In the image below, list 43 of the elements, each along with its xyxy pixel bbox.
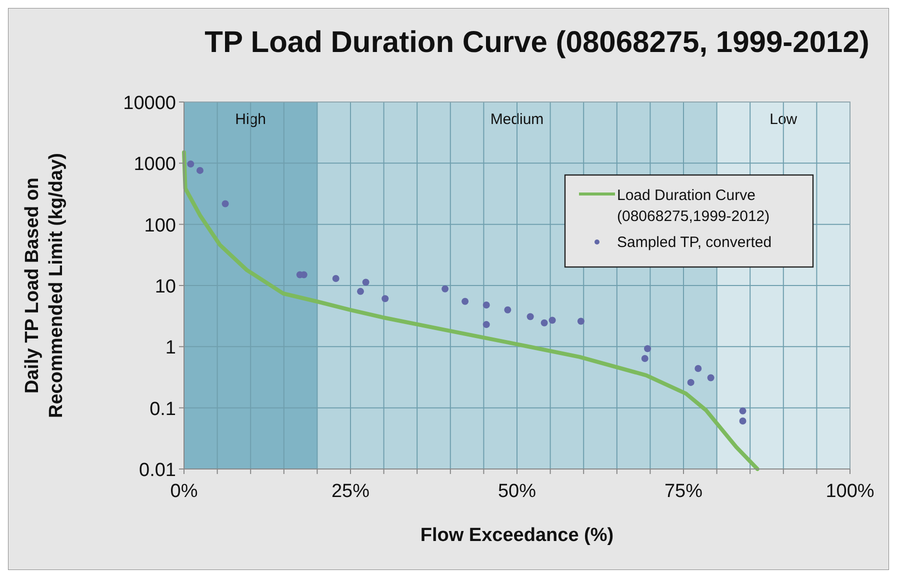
x-axis-title: Flow Exceedance (%) [420, 525, 614, 546]
x-tick-label: 50% [498, 481, 536, 502]
point [482, 301, 490, 308]
y-tick-label: 10 [154, 276, 176, 298]
point [526, 313, 534, 320]
point [222, 200, 229, 208]
point [694, 364, 702, 372]
y-tick-label: 1 [165, 338, 176, 359]
point [577, 318, 584, 325]
point [187, 160, 194, 168]
y-tick-label: 0.01 [139, 460, 176, 481]
point [687, 378, 694, 386]
x-tick-label: 0% [170, 481, 198, 502]
band-label: Medium [490, 111, 544, 128]
point [462, 298, 469, 305]
band-label: High [235, 111, 266, 128]
point [196, 166, 204, 174]
point [644, 345, 652, 352]
point [362, 278, 370, 286]
y-tick-label: 1000 [134, 154, 176, 176]
point [332, 275, 340, 282]
point [641, 355, 648, 362]
point [540, 319, 548, 326]
y-tick-label: 100 [144, 215, 176, 236]
point [739, 417, 746, 424]
y-tick-label: 0.1 [150, 398, 176, 420]
legend-label: Sampled TP, converted [617, 234, 772, 251]
point [504, 306, 512, 314]
point [548, 316, 556, 324]
point [356, 288, 364, 295]
x-tick-label: 75% [664, 481, 703, 502]
y-tick-label: 10000 [123, 93, 176, 114]
y-axis-title: Daily TP Load Based on Recommended Limit (kg/day) [22, 153, 67, 418]
point [482, 321, 490, 328]
band-label: Low [770, 111, 798, 128]
x-tick-label: 25% [331, 481, 370, 502]
point [382, 295, 389, 302]
point [707, 374, 714, 382]
point [739, 407, 746, 414]
point [442, 285, 449, 292]
chart-title: TP Load Duration Curve (08068275, 1999-2012) [204, 26, 870, 59]
x-tick-label: 100% [826, 481, 874, 502]
legend-label: Load Duration Curve (08068275,1999-2012) [617, 187, 770, 225]
